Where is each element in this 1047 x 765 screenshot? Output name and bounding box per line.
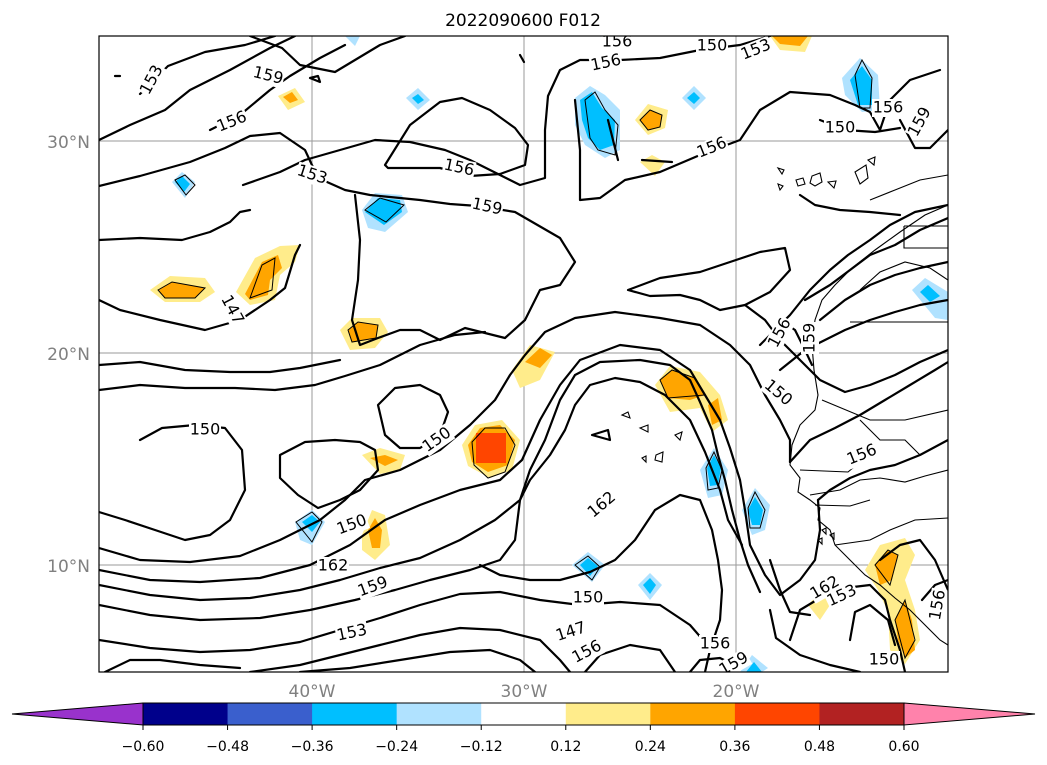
- contour-label: 150: [825, 118, 856, 137]
- contour-label-background: [334, 620, 370, 646]
- contour-label-background: [294, 161, 330, 189]
- contour-label-background: [572, 589, 604, 607]
- contour-label-background: [759, 375, 797, 411]
- contour-label-background: [824, 119, 856, 137]
- colorbar-tick-label: 0.48: [804, 739, 835, 755]
- contour-label: 150: [573, 588, 604, 607]
- colorbar-tick-label: −0.48: [206, 739, 249, 755]
- contour-label-background: [693, 133, 731, 163]
- contour-label-background: [441, 155, 477, 181]
- lat-label-30n: 30°N: [47, 133, 90, 153]
- colorbar-tick-label: −0.36: [291, 739, 334, 755]
- colorbar-segment: [481, 703, 567, 725]
- longitude-labels: 40°W 30°W 20°W: [289, 682, 760, 702]
- colorbar-outline: [142, 702, 905, 726]
- colorbar-segment: [650, 703, 736, 725]
- colorbar-ticks: −0.60 −0.48 −0.36 −0.24 −0.12 0.12 0.24 0.36 0.4…: [122, 725, 920, 755]
- contour-label: 156: [602, 32, 633, 51]
- lon-label-20w: 20°W: [713, 682, 760, 702]
- contour-label-background: [806, 572, 844, 604]
- colorbar-tick-label: 0.24: [635, 739, 666, 755]
- contour-label: 156: [925, 588, 949, 621]
- lon-label-30w: 30°W: [501, 682, 548, 702]
- lon-label-40w: 40°W: [289, 682, 336, 702]
- colorbar-segment: [565, 703, 651, 725]
- colorbar-tick-label: −0.60: [122, 739, 165, 755]
- contour-label-background: [354, 573, 392, 601]
- colorbar-segment: [396, 703, 482, 725]
- colorbar: [11, 702, 1036, 726]
- contour-label-background: [872, 99, 904, 117]
- colorbar-segment: [143, 703, 229, 725]
- contour-label-background: [136, 61, 168, 99]
- contour-label: 150: [190, 420, 221, 439]
- contour-label: 156: [700, 634, 731, 653]
- contour-label-background: [553, 618, 589, 646]
- contour-label: 156: [873, 98, 904, 117]
- contour-label-background: [418, 423, 456, 457]
- negative-anomaly-medium: [175, 66, 940, 672]
- contour-label-background: [696, 37, 728, 55]
- coastlines: [620, 156, 948, 646]
- figure-title: 2022090600 F012: [445, 11, 601, 31]
- contour-label-background: [868, 651, 900, 669]
- contour-label-background: [250, 63, 286, 89]
- positive-anomaly-strong: [476, 433, 506, 463]
- colorbar-segment: [734, 703, 820, 725]
- colorbar-extend-max: [903, 702, 1036, 726]
- colorbar-tick-label: −0.24: [375, 739, 418, 755]
- contour-label: 150: [869, 650, 900, 669]
- map-frame: [98, 35, 949, 673]
- colorbar-segment: [227, 703, 313, 725]
- contour-label-background: [764, 314, 796, 352]
- colorbar-tick-label: 0.36: [719, 739, 750, 755]
- colorbar-extend-min: [11, 702, 144, 726]
- lat-label-10n: 10°N: [47, 557, 90, 577]
- contour-label-background: [583, 487, 621, 523]
- contour-label-background: [801, 322, 819, 354]
- lat-label-20n: 20°N: [47, 345, 90, 365]
- anomaly-outlines: [157, 58, 916, 660]
- contour-label-background: [333, 511, 371, 539]
- contour-label-background: [601, 36, 633, 51]
- contour-label-background: [469, 194, 505, 220]
- latitude-labels: 30°N 20°N 10°N: [47, 133, 90, 577]
- contour-label-background: [823, 581, 861, 611]
- contour-label-background: [189, 421, 221, 439]
- contour-label-background: [843, 440, 881, 470]
- colorbar-tick-label: 0.60: [888, 739, 919, 755]
- contour-label-background: [904, 103, 936, 141]
- contour-label-background: [317, 557, 349, 575]
- colorbar-tick-label: −0.12: [460, 739, 503, 755]
- contour-label: 162: [318, 556, 349, 575]
- colorbar-tick-label: 0.12: [550, 739, 581, 755]
- contour-label: 150: [697, 36, 728, 55]
- colorbar-segment: [819, 703, 905, 725]
- contour-label-background: [588, 50, 624, 76]
- contour-label-background: [737, 36, 775, 65]
- contour-label-background: [213, 107, 251, 137]
- contour-label-background: [216, 291, 248, 329]
- colorbar-segment: [312, 703, 398, 725]
- contour-label-background: [699, 635, 731, 653]
- contour-label-background: [568, 636, 606, 668]
- contour-label: 159: [800, 323, 819, 354]
- contour-label-background: [926, 587, 948, 623]
